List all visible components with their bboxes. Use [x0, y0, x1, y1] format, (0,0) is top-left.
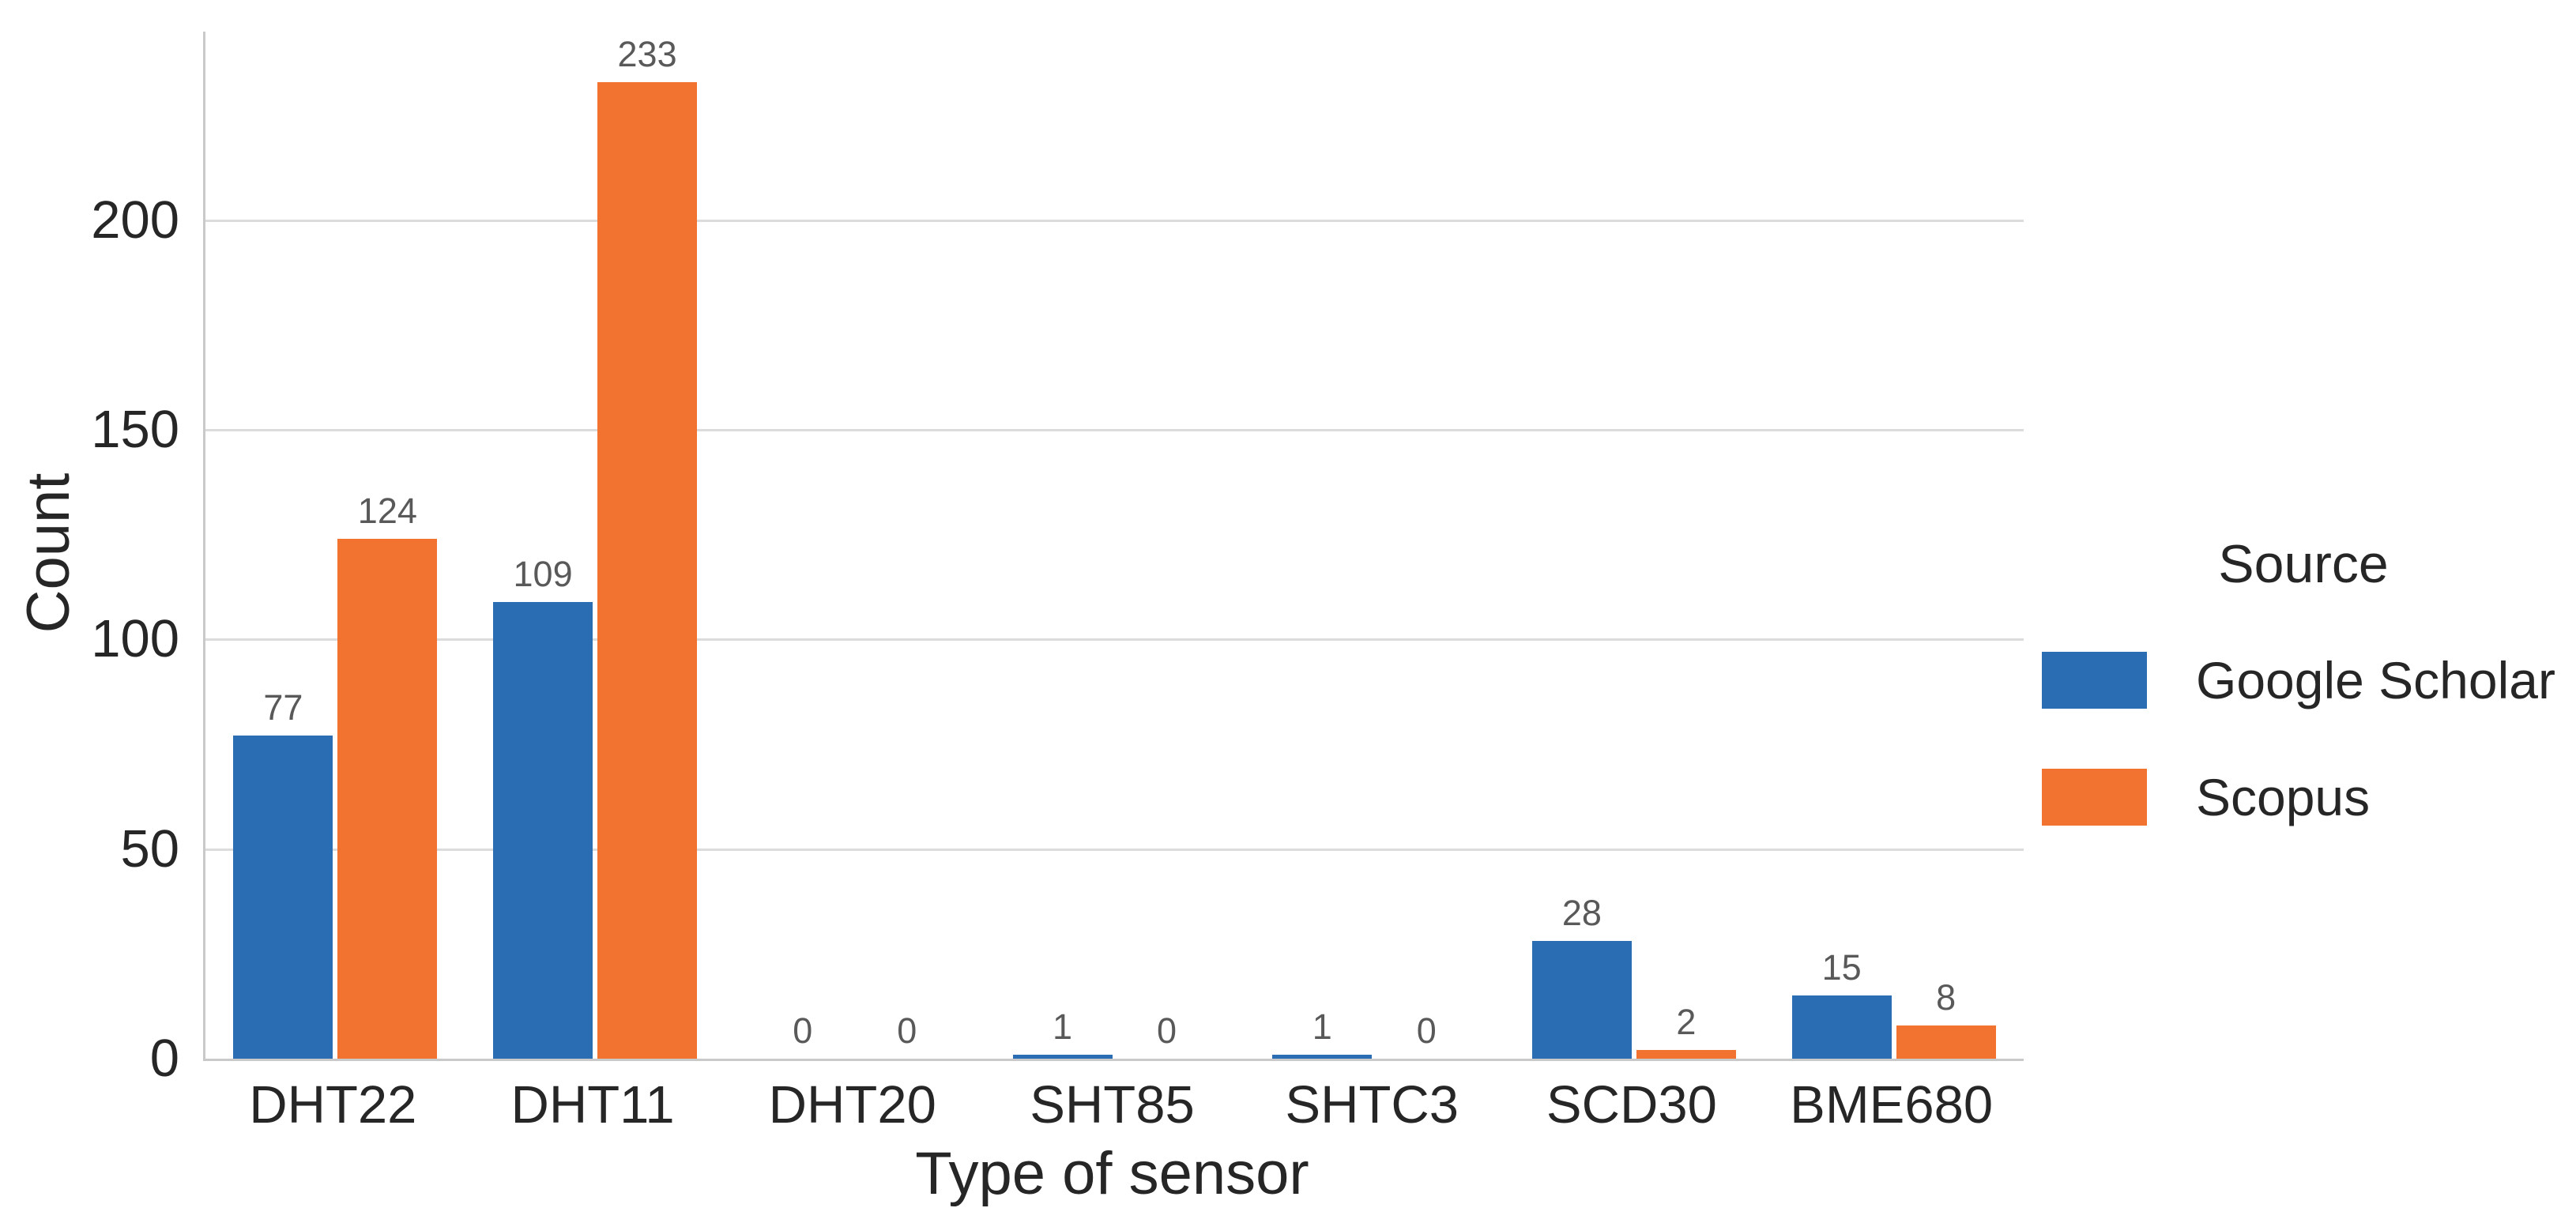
bar-value-scd30-google-scholar: 28	[1561, 893, 1602, 933]
bar-bme680-scopus	[1896, 1025, 1996, 1059]
legend: Source Google Scholar Scopus	[2031, 534, 2576, 826]
bar-bme680-google-scholar	[1791, 995, 1892, 1059]
x-tick-label-shtc3: SHTC3	[1285, 1075, 1459, 1135]
bar-value-dht22-scopus: 124	[357, 491, 417, 531]
gridline-200	[205, 219, 2024, 222]
bar-shtc3-google-scholar	[1272, 1055, 1373, 1059]
bar-value-sht85-scopus: 0	[1156, 1010, 1177, 1051]
bar-value-bme680-scopus: 8	[1936, 977, 1956, 1018]
x-tick-label-bme680: BME680	[1790, 1075, 1994, 1135]
y-tick-label-100: 100	[91, 609, 179, 669]
bar-value-dht11-scopus: 233	[617, 34, 677, 74]
bar-scd30-google-scholar	[1531, 941, 1632, 1059]
bar-dht11-google-scholar	[493, 602, 593, 1059]
x-tick-label-dht20: DHT20	[768, 1075, 936, 1135]
bar-dht11-scopus	[597, 82, 698, 1059]
bar-dht22-google-scholar	[233, 736, 333, 1059]
x-tick-label-dht22: DHT22	[249, 1075, 417, 1135]
gridline-50	[205, 848, 2024, 851]
y-axis-title: Count	[15, 472, 82, 634]
gridline-100	[205, 638, 2024, 642]
bar-value-shtc3-scopus: 0	[1416, 1010, 1437, 1051]
bar-sht85-google-scholar	[1012, 1055, 1113, 1059]
bar-dht22-scopus	[337, 539, 438, 1059]
legend-title: Source	[2218, 534, 2389, 594]
bar-value-shtc3-google-scholar: 1	[1312, 1007, 1332, 1047]
y-tick-label-200: 200	[91, 190, 179, 250]
x-axis-title: Type of sensor	[915, 1140, 1309, 1207]
bar-value-bme680-google-scholar: 15	[1821, 947, 1862, 988]
legend-swatch-google-scholar	[2042, 652, 2147, 709]
legend-label-google-scholar: Google Scholar	[2196, 651, 2555, 709]
gridline-150	[205, 429, 2024, 432]
bar-value-dht20-google-scholar: 0	[793, 1010, 813, 1051]
legend-item-scopus: Scopus	[2042, 768, 2576, 826]
legend-label-scopus: Scopus	[2196, 768, 2371, 826]
legend-item-google-scholar: Google Scholar	[2042, 651, 2576, 709]
plot-area: 77 124 109 233 0 0 1 0 1 0 28 2 15 8	[203, 32, 2024, 1061]
x-tick-label-sht85: SHT85	[1030, 1075, 1195, 1135]
bar-value-dht22-google-scholar: 77	[263, 687, 303, 728]
bar-scd30-scopus	[1636, 1050, 1736, 1059]
legend-swatch-scopus	[2042, 769, 2147, 826]
x-tick-label-dht11: DHT11	[510, 1075, 675, 1135]
bar-value-scd30-scopus: 2	[1676, 1002, 1697, 1042]
x-tick-label-scd30: SCD30	[1546, 1075, 1717, 1135]
y-tick-label-0: 0	[149, 1029, 179, 1088]
bar-value-sht85-google-scholar: 1	[1052, 1007, 1073, 1047]
bar-value-dht11-google-scholar: 109	[513, 554, 573, 594]
y-tick-label-50: 50	[120, 818, 179, 879]
bar-value-dht20-scopus: 0	[897, 1010, 917, 1051]
y-tick-label-150: 150	[91, 400, 179, 460]
